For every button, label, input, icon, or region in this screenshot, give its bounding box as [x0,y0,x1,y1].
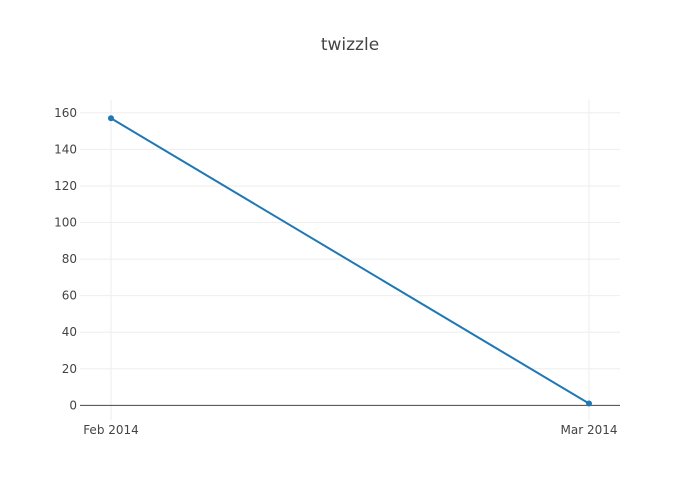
y-tick-label-1: 20 [62,362,77,376]
y-tick-label-8: 160 [54,106,77,120]
series-line-0 [110,117,590,405]
y-tick-label-0: 0 [69,398,77,412]
y-tick-label-2: 40 [62,325,77,339]
series-point-0-0 [108,115,114,122]
x-tick-label-0: Feb 2014 [83,423,139,437]
x-tick-label-1: Mar 2014 [561,423,618,437]
grid-layer [80,100,620,420]
series-point-0-1 [586,400,592,407]
y-tick-label-3: 60 [62,289,77,303]
chart-title: twizzle [321,35,379,55]
label-layer: 0 20 40 60 80 100 120 140 160 Feb 2014 Mar 2014 [54,106,617,437]
y-tick-label-4: 80 [62,252,77,266]
y-tick-label-5: 100 [54,216,77,230]
y-tick-label-6: 120 [54,179,77,193]
series-layer [108,115,592,407]
y-tick-label-7: 140 [54,142,77,156]
